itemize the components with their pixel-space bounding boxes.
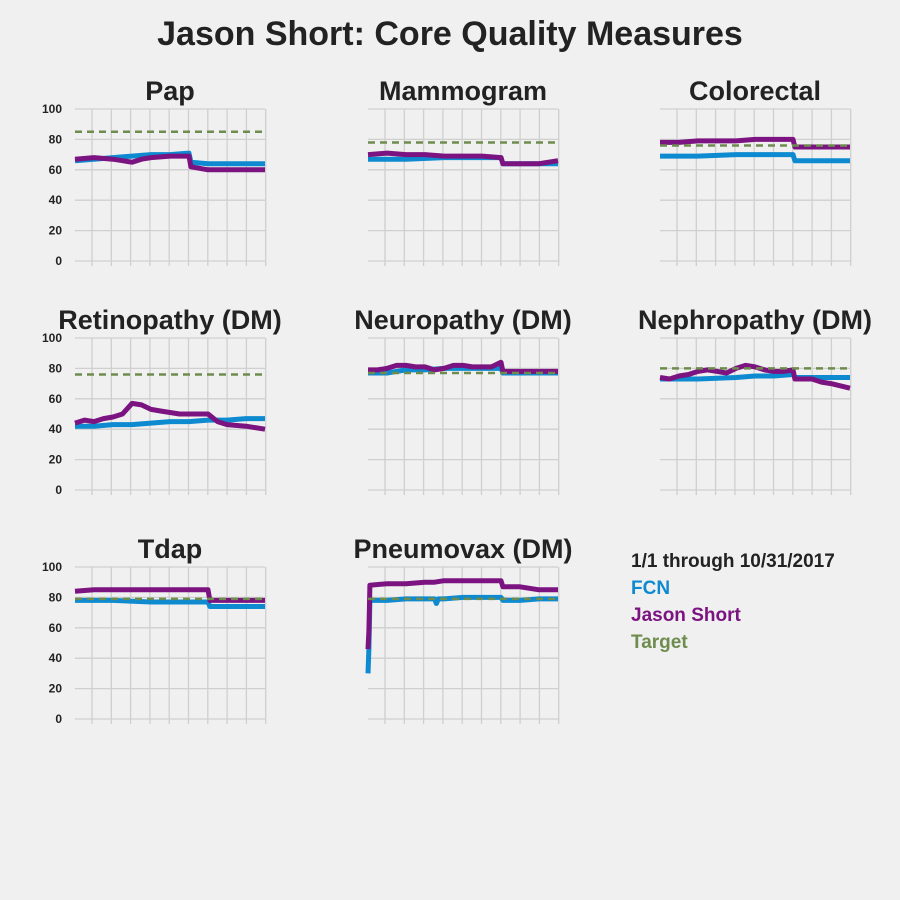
y-tick-label: 80 [49, 361, 63, 375]
series-line-jason-short [365, 578, 558, 650]
vertical-gridlines [676, 109, 852, 266]
vertical-gridlines [384, 338, 560, 495]
horizontal-gridlines [660, 337, 850, 491]
y-tick-label: 100 [42, 102, 62, 116]
panel-retinopathy-dm: Retinopathy (DM) 0 20 40 60 80 100 [42, 305, 282, 497]
panel-colorectal: Colorectal [660, 76, 852, 266]
y-tick-label: 40 [49, 651, 63, 665]
series-line-jason-short [367, 150, 559, 167]
series-line-jason-short [659, 362, 851, 391]
y-tick-label: 100 [42, 560, 62, 574]
panel-mammogram: Mammogram [367, 76, 560, 266]
y-tick-label: 40 [49, 193, 63, 207]
panel-title: Colorectal [689, 76, 821, 106]
y-tick-label: 20 [49, 682, 63, 696]
panel-tdap: Tdap 0 20 40 60 80 100 [42, 534, 267, 726]
panel-title: Pneumovax (DM) [353, 534, 572, 564]
panel-title: Retinopathy (DM) [58, 305, 281, 335]
y-tick-label: 20 [49, 224, 63, 238]
series-line-fcn [660, 152, 850, 164]
panel-title: Pap [145, 76, 195, 106]
series-line-jason-short [74, 400, 266, 432]
legend: 1/1 through 10/31/2017 FCN Jason Short Tar… [631, 551, 835, 653]
panel-title: Neuropathy (DM) [354, 305, 572, 335]
horizontal-gridlines [368, 108, 558, 262]
y-tick-label: 80 [49, 132, 63, 146]
legend-item-fcn: FCN [631, 578, 670, 599]
y-tick-label: 60 [49, 621, 63, 635]
vertical-gridlines [676, 338, 852, 495]
y-tick-label: 60 [49, 163, 63, 177]
horizontal-gridlines [660, 108, 850, 262]
legend-item-target: Target [631, 632, 688, 653]
panel-nephropathy-dm: Nephropathy (DM) [638, 305, 872, 495]
panel-title: Nephropathy (DM) [638, 305, 872, 335]
series-line-jason-short [660, 136, 850, 150]
vertical-gridlines [384, 567, 560, 724]
legend-item-jason-short: Jason Short [631, 605, 741, 626]
series-line-fcn [75, 597, 265, 609]
panel-title: Mammogram [379, 76, 547, 106]
y-tick-label: 0 [55, 254, 62, 268]
y-tick-label: 20 [49, 453, 63, 467]
panel-pap: Pap 0 20 40 60 80 100 [42, 76, 267, 268]
horizontal-gridlines [368, 337, 558, 491]
y-tick-label: 40 [49, 422, 63, 436]
horizontal-gridlines: 0 20 40 60 80 100 [42, 102, 265, 268]
vertical-gridlines [91, 109, 267, 266]
series-line-jason-short [74, 153, 265, 173]
panel-neuropathy-dm: Neuropathy (DM) [354, 305, 572, 495]
y-tick-label: 0 [55, 483, 62, 497]
y-tick-label: 0 [55, 712, 62, 726]
horizontal-gridlines: 0 20 40 60 80 100 [42, 331, 265, 497]
series-line-fcn [660, 372, 850, 382]
series-line-jason-short [74, 587, 265, 603]
series-line-fcn [365, 594, 558, 674]
figure-title: Jason Short: Core Quality Measures [157, 15, 743, 53]
y-tick-label: 80 [49, 590, 63, 604]
panel-title: Tdap [138, 534, 203, 564]
vertical-gridlines [384, 109, 560, 266]
y-tick-label: 60 [49, 392, 63, 406]
horizontal-gridlines: 0 20 40 60 80 100 [42, 560, 265, 726]
panels: Pap 0 20 40 60 80 100 Mammogram Colorectal Retino… [42, 76, 872, 726]
panel-pneumovax-dm: Pneumovax (DM) [353, 534, 573, 724]
y-tick-label: 100 [42, 331, 62, 345]
series-line-jason-short [368, 359, 558, 374]
series-line-fcn [75, 416, 265, 429]
legend-title: 1/1 through 10/31/2017 [631, 551, 835, 572]
